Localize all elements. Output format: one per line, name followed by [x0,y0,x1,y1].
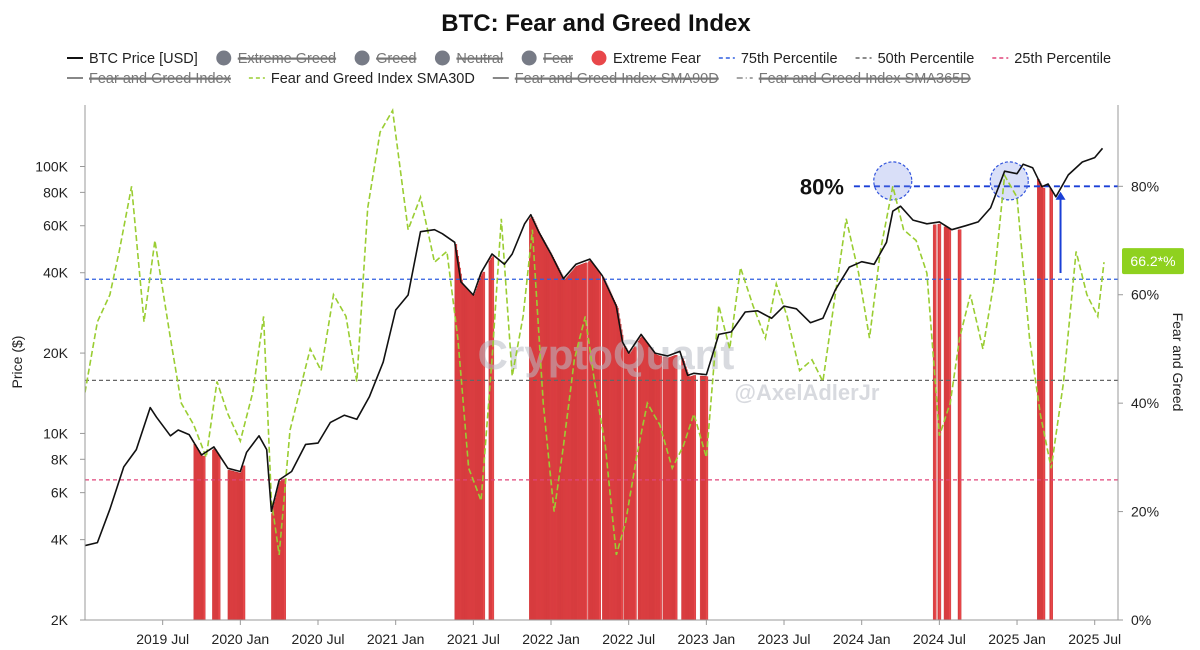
legend-label: Greed [376,51,416,67]
watermark-author: @AxelAdlerJr [735,380,880,405]
extreme-fear-bar [674,355,678,620]
legend-item: Fear and Greed Index SMA90D [492,71,719,87]
x-tick-label: 2019 Jul [136,631,189,647]
legend-label: BTC Price [USD] [89,51,198,67]
legend-item: BTC Price [USD] [67,51,198,67]
y-right-tick-label: 20% [1131,504,1159,520]
legend-item: 25th Percentile [992,51,1111,67]
legend-label: Fear [543,51,573,67]
legend-item: Fear and Greed Index SMA365D [736,71,971,87]
legend-swatch [434,50,450,66]
legend-label: Fear and Greed Index SMA90D [515,71,719,87]
current-value-badge: 66.2*% [1122,248,1184,275]
legend-label: Fear and Greed Index SMA30D [271,71,475,87]
x-tick-label: 2020 Jan [212,631,270,647]
extreme-fear-bar [598,272,601,620]
extreme-fear-bar [1042,188,1046,620]
extreme-fear-bars [193,178,1053,620]
y-left-tick-label: 6K [51,485,69,501]
legend-item: Fear and Greed Index SMA30D [248,71,475,87]
x-tick-label: 2022 Jan [522,631,580,647]
legend-swatch [354,50,370,66]
extreme-fear-bar [958,229,962,620]
extreme-fear-bar [283,478,286,620]
x-tick-label: 2023 Jan [678,631,736,647]
y-left-tick-label: 2K [51,612,69,628]
highlight-circle [873,161,913,201]
extreme-fear-bar [659,355,662,620]
legend-item: Fear [521,50,573,67]
legend-item: Fear and Greed Index [67,71,232,87]
plot-area: CryptoQuant@AxelAdlerJr 80% 2K 4K 6K 8K 10K 20K… [35,105,1184,647]
legend-label: Extreme Fear [613,51,701,67]
extreme-fear-bar [584,262,588,620]
legend: BTC Price [USD] Extreme Greed Greed Neutral… [67,50,1111,87]
extreme-fear-bar [242,465,246,620]
extreme-fear-bar [482,271,486,620]
legend-label: 50th Percentile [878,51,975,67]
y-right-tick-label: 0% [1131,612,1151,628]
legend-label: 75th Percentile [741,51,838,67]
extreme-fear-bar [491,256,495,620]
chart-title: BTC: Fear and Greed Index [441,10,751,37]
threshold-80-label: 80% [800,174,844,199]
extreme-fear-bar [933,224,937,620]
y-left-tick-label: 40K [43,265,69,281]
x-tick-label: 2023 Jul [758,631,811,647]
y-left-tick-label: 4K [51,532,69,548]
legend-item: Greed [354,50,417,67]
x-tick-label: 2024 Jan [833,631,891,647]
y-right-tick-label: 60% [1131,287,1159,303]
y-right-tick-label: 40% [1131,395,1159,411]
legend-swatch [216,50,232,66]
legend-item: Extreme Greed [216,50,337,67]
y-left-tick-label: 100K [35,159,68,175]
x-tick-label: 2021 Jan [367,631,425,647]
btc-price-line [85,147,1104,547]
y-left-tick-label: 20K [43,345,69,361]
y-left-tick-label: 8K [51,451,69,467]
extreme-fear-bar [705,376,709,620]
x-tick-label: 2021 Jul [447,631,500,647]
legend-label: 25th Percentile [1014,51,1111,67]
x-tick-label: 2024 Jul [913,631,966,647]
legend-label: Extreme Greed [238,51,336,67]
y-left-axis-title: Price ($) [9,336,25,389]
x-tick-label: 2022 Jul [602,631,655,647]
watermark-cryptoquant: CryptoQuant [478,331,735,378]
x-tick-label: 2025 Jan [988,631,1046,647]
extreme-fear-bar [202,455,206,620]
legend-swatch [591,50,607,66]
legend-item: 50th Percentile [855,51,975,67]
legend-item: Extreme Fear [591,50,701,67]
legend-label: Fear and Greed Index SMA365D [759,71,971,87]
extreme-fear-bar [1050,189,1053,620]
extreme-fear-bar [948,229,952,620]
extreme-fear-bar [693,375,697,620]
legend-item: 75th Percentile [718,51,838,67]
x-tick-label: 2020 Jul [292,631,345,647]
legend-label: Neutral [456,51,503,67]
y-right-tick-label: 80% [1131,178,1159,194]
y-left-tick-label: 10K [43,425,69,441]
extreme-fear-bar [634,346,637,620]
x-tick-label: 2025 Jul [1068,631,1121,647]
y-left-tick-label: 60K [43,218,69,234]
arrow-head [1055,191,1066,200]
y-right-axis-title: Fear and Greed [1170,313,1186,412]
legend-label: Fear and Greed Index [89,71,232,87]
legend-item: Neutral [434,50,504,67]
current-value-badge-label: 66.2*% [1130,253,1175,269]
y-left-tick-label: 80K [43,184,69,200]
sma30d-line [85,107,1105,556]
extreme-fear-bar [938,223,942,620]
current-value-badge-bg [1122,248,1184,275]
legend-swatch [521,50,537,66]
